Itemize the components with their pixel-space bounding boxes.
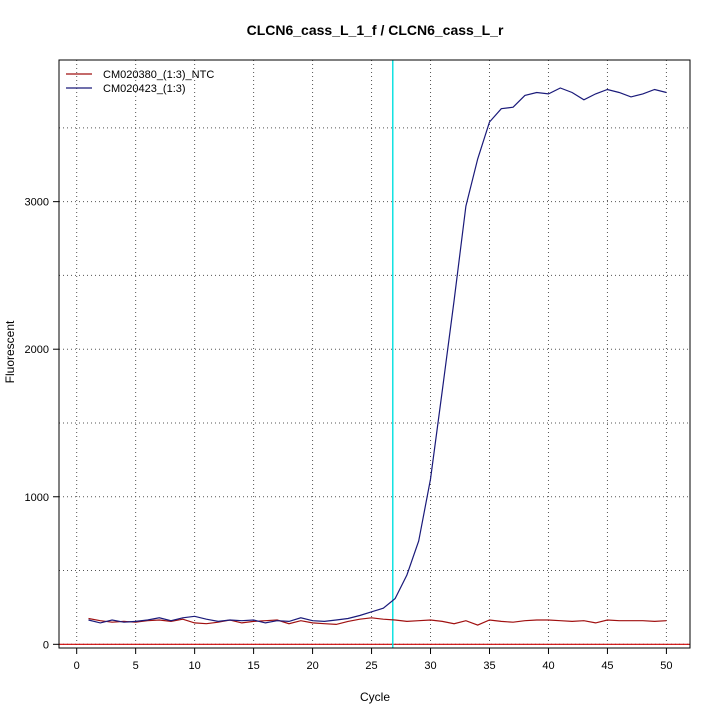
x-tick-label: 20: [306, 660, 318, 672]
y-tick-label: 3000: [25, 197, 49, 209]
legend-label: CM020380_(1:3)_NTC: [103, 69, 214, 81]
x-tick-label: 10: [189, 660, 201, 672]
x-tick-label: 30: [424, 660, 436, 672]
x-tick-label: 35: [483, 660, 495, 672]
y-axis-label: Fluorescent: [3, 320, 17, 383]
x-tick-label: 5: [133, 660, 139, 672]
x-tick-label: 40: [542, 660, 554, 672]
y-tick-label: 2000: [25, 344, 49, 356]
x-tick-label: 50: [660, 660, 672, 672]
legend: CM020380_(1:3)_NTC CM020423_(1:3): [66, 69, 214, 95]
x-axis-label: Cycle: [360, 690, 390, 704]
chart-title: CLCN6_cass_L_1_f / CLCN6_cass_L_r: [247, 22, 504, 38]
x-axis: 0 5 10 15 20 25 30 35 40 45 50: [74, 648, 673, 672]
x-tick-label: 45: [601, 660, 613, 672]
grid: [59, 60, 690, 648]
x-tick-label: 0: [74, 660, 80, 672]
x-tick-label: 15: [247, 660, 259, 672]
series-line-2: [88, 87, 667, 624]
y-tick-label: 1000: [25, 492, 49, 504]
series-group: [88, 87, 667, 626]
x-tick-label: 25: [365, 660, 377, 672]
series-line-1: [88, 617, 667, 626]
legend-label: CM020423_(1:3): [103, 83, 186, 95]
plot-frame: [58, 59, 691, 649]
y-tick-label: 0: [43, 639, 49, 651]
y-axis: 0 1000 2000 3000: [25, 197, 59, 651]
